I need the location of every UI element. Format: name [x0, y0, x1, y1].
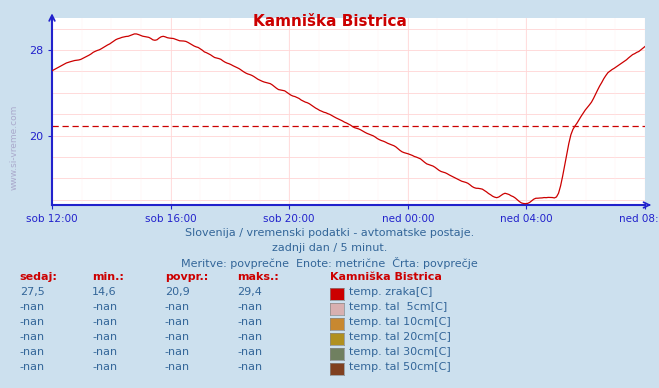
- Text: -nan: -nan: [165, 362, 190, 372]
- Text: -nan: -nan: [165, 347, 190, 357]
- Text: -nan: -nan: [237, 332, 262, 342]
- Text: temp. tal 20cm[C]: temp. tal 20cm[C]: [349, 332, 451, 342]
- Text: maks.:: maks.:: [237, 272, 279, 282]
- Text: temp. zraka[C]: temp. zraka[C]: [349, 287, 433, 297]
- Text: -nan: -nan: [20, 302, 45, 312]
- Text: -nan: -nan: [237, 347, 262, 357]
- Text: Kamniška Bistrica: Kamniška Bistrica: [252, 14, 407, 29]
- Text: 27,5: 27,5: [20, 287, 45, 297]
- Text: -nan: -nan: [92, 347, 117, 357]
- Text: -nan: -nan: [20, 362, 45, 372]
- Text: -nan: -nan: [92, 332, 117, 342]
- Text: -nan: -nan: [237, 317, 262, 327]
- Text: -nan: -nan: [165, 302, 190, 312]
- Text: min.:: min.:: [92, 272, 124, 282]
- Text: Slovenija / vremenski podatki - avtomatske postaje.: Slovenija / vremenski podatki - avtomats…: [185, 228, 474, 238]
- Text: -nan: -nan: [92, 317, 117, 327]
- Text: -nan: -nan: [165, 317, 190, 327]
- Text: 20,9: 20,9: [165, 287, 190, 297]
- Text: Kamniška Bistrica: Kamniška Bistrica: [330, 272, 442, 282]
- Text: -nan: -nan: [237, 362, 262, 372]
- Text: sedaj:: sedaj:: [20, 272, 57, 282]
- Text: -nan: -nan: [20, 347, 45, 357]
- Text: -nan: -nan: [165, 332, 190, 342]
- Text: 14,6: 14,6: [92, 287, 117, 297]
- Text: www.si-vreme.com: www.si-vreme.com: [10, 105, 19, 190]
- Text: temp. tal 10cm[C]: temp. tal 10cm[C]: [349, 317, 451, 327]
- Text: 29,4: 29,4: [237, 287, 262, 297]
- Text: temp. tal 50cm[C]: temp. tal 50cm[C]: [349, 362, 451, 372]
- Text: -nan: -nan: [92, 302, 117, 312]
- Text: -nan: -nan: [20, 332, 45, 342]
- Text: Meritve: povprečne  Enote: metrične  Črta: povprečje: Meritve: povprečne Enote: metrične Črta:…: [181, 257, 478, 269]
- Text: povpr.:: povpr.:: [165, 272, 208, 282]
- Text: -nan: -nan: [20, 317, 45, 327]
- Text: -nan: -nan: [92, 362, 117, 372]
- Text: temp. tal 30cm[C]: temp. tal 30cm[C]: [349, 347, 451, 357]
- Text: zadnji dan / 5 minut.: zadnji dan / 5 minut.: [272, 243, 387, 253]
- Text: temp. tal  5cm[C]: temp. tal 5cm[C]: [349, 302, 447, 312]
- Text: -nan: -nan: [237, 302, 262, 312]
